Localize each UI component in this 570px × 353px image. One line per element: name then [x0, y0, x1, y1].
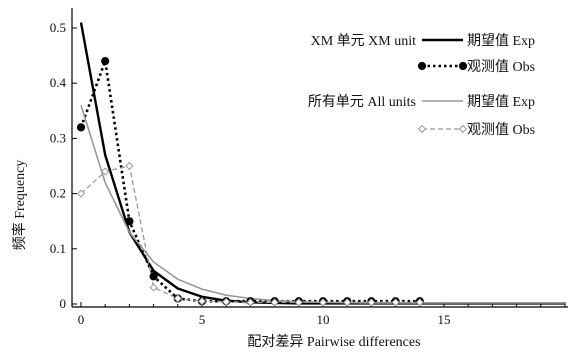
- legend-entry-label: 期望值 Exp: [467, 33, 535, 49]
- series-3-point: [391, 298, 400, 307]
- series-1-point: [149, 272, 158, 281]
- series-3-point: [415, 298, 424, 307]
- y-tick-label: 0.5: [50, 20, 66, 35]
- legend-marker-1: [417, 61, 427, 71]
- series-3-point: [173, 294, 182, 303]
- x-tick-label: 10: [317, 312, 330, 327]
- legend-marker-3: [458, 124, 468, 134]
- legend-entry-label: 观测值 Obs: [467, 122, 535, 138]
- series-1-point: [76, 123, 86, 132]
- x-tick-label: 0: [78, 312, 85, 327]
- series-3-point: [270, 298, 279, 307]
- series-1-point: [101, 57, 110, 66]
- legend-group-label: 所有单元 All units: [308, 94, 416, 110]
- legend-entry-label: 期望值 Exp: [467, 94, 535, 110]
- series-line-2: [80, 105, 565, 304]
- y-axis-title: 频率 Frequency: [11, 160, 28, 251]
- legend-marker-3: [417, 124, 427, 134]
- y-tick-label: 0.1: [50, 241, 66, 256]
- series-3-point: [222, 297, 231, 306]
- series-3-point: [343, 298, 352, 307]
- y-tick-label: 0.2: [50, 186, 66, 201]
- legend-marker-1: [458, 61, 468, 71]
- legend-entry-label: 观测值 Obs: [467, 59, 535, 75]
- legend-group-label: XM 单元 XM unit: [311, 33, 417, 49]
- series-3-point: [197, 297, 207, 306]
- series-3-point: [294, 298, 303, 307]
- x-axis-title: 配对差异 Pairwise differences: [247, 334, 420, 350]
- series-3-point: [149, 283, 158, 292]
- series-3-point: [125, 161, 134, 171]
- x-tick-label: 15: [438, 312, 451, 327]
- y-tick-label: 0: [60, 296, 67, 311]
- y-tick-label: 0.3: [50, 130, 66, 145]
- series-1-point: [125, 217, 134, 226]
- y-tick-label: 0.4: [50, 75, 67, 90]
- x-tick-label: 5: [199, 312, 206, 327]
- series-3-point: [367, 298, 376, 307]
- series-3-point: [76, 189, 86, 198]
- series-3-point: [101, 167, 110, 176]
- series-3-point: [246, 298, 255, 307]
- series-3-point: [318, 298, 328, 307]
